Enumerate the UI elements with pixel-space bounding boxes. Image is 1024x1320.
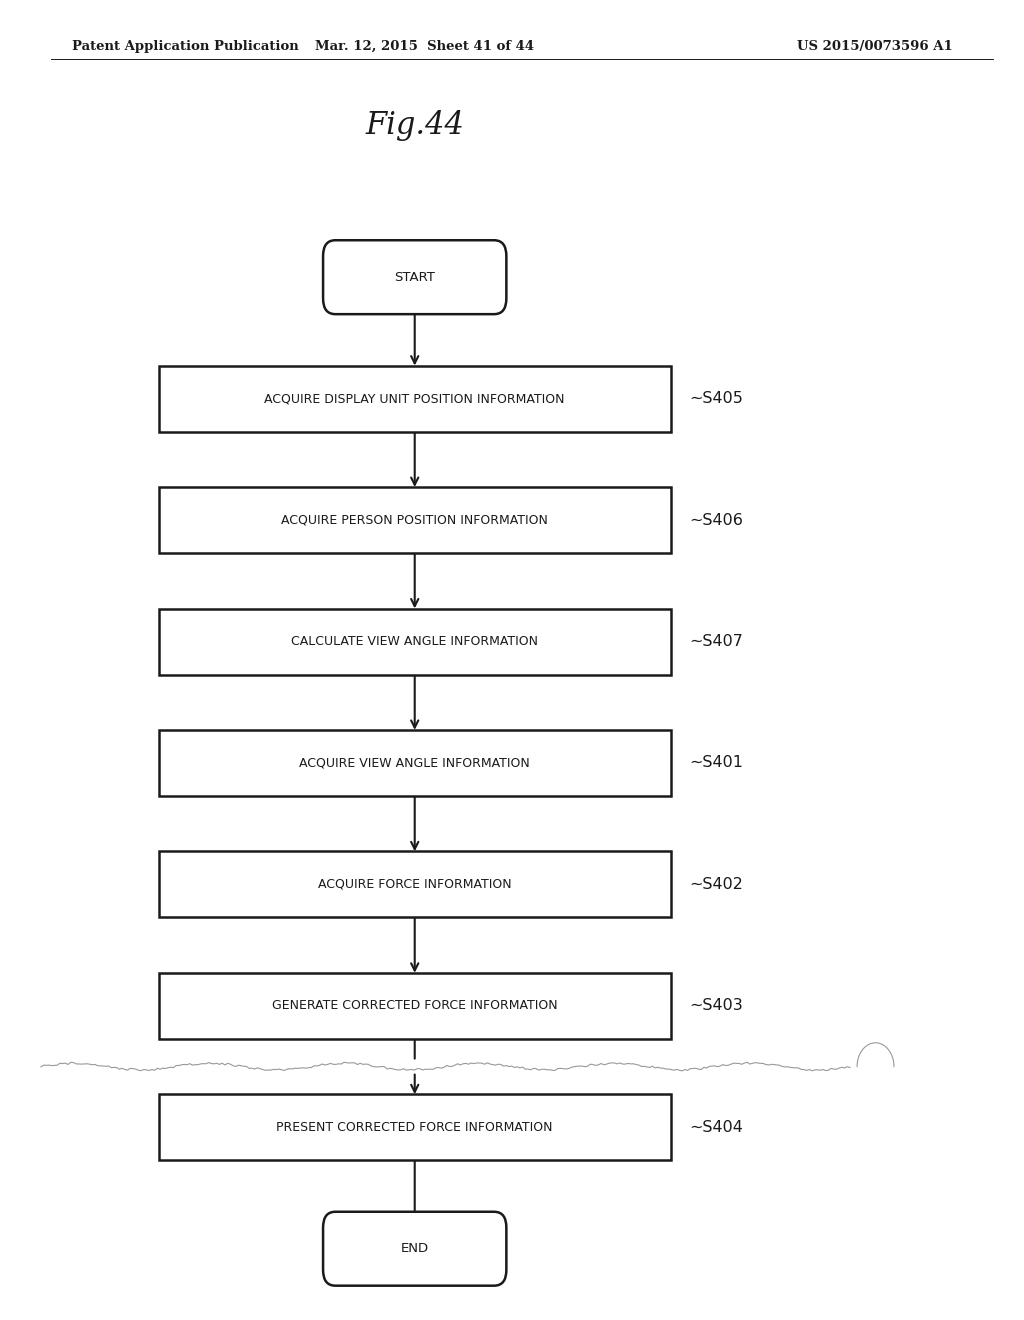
Text: START: START — [394, 271, 435, 284]
Text: US 2015/0073596 A1: US 2015/0073596 A1 — [797, 40, 952, 53]
Text: Fig.44: Fig.44 — [366, 110, 464, 141]
Bar — [159, 973, 671, 1039]
Text: Patent Application Publication: Patent Application Publication — [72, 40, 298, 53]
FancyBboxPatch shape — [324, 1212, 506, 1286]
Text: ∼S406: ∼S406 — [689, 512, 743, 528]
Text: Mar. 12, 2015  Sheet 41 of 44: Mar. 12, 2015 Sheet 41 of 44 — [315, 40, 535, 53]
Text: ∼S402: ∼S402 — [689, 876, 743, 892]
Text: PRESENT CORRECTED FORCE INFORMATION: PRESENT CORRECTED FORCE INFORMATION — [276, 1121, 553, 1134]
Text: ACQUIRE DISPLAY UNIT POSITION INFORMATION: ACQUIRE DISPLAY UNIT POSITION INFORMATIO… — [264, 392, 565, 405]
Text: ∼S404: ∼S404 — [689, 1119, 743, 1135]
Bar — [159, 851, 671, 917]
Bar — [159, 487, 671, 553]
Text: ∼S403: ∼S403 — [689, 998, 742, 1014]
Bar — [159, 1094, 671, 1160]
FancyBboxPatch shape — [324, 240, 506, 314]
Text: ∼S401: ∼S401 — [689, 755, 743, 771]
Bar — [159, 609, 671, 675]
Text: CALCULATE VIEW ANGLE INFORMATION: CALCULATE VIEW ANGLE INFORMATION — [291, 635, 539, 648]
Text: GENERATE CORRECTED FORCE INFORMATION: GENERATE CORRECTED FORCE INFORMATION — [272, 999, 557, 1012]
Bar — [159, 730, 671, 796]
Text: END: END — [400, 1242, 429, 1255]
Text: ∼S405: ∼S405 — [689, 391, 743, 407]
Bar — [159, 366, 671, 432]
Text: ACQUIRE PERSON POSITION INFORMATION: ACQUIRE PERSON POSITION INFORMATION — [282, 513, 548, 527]
Text: ∼S407: ∼S407 — [689, 634, 743, 649]
Text: ACQUIRE VIEW ANGLE INFORMATION: ACQUIRE VIEW ANGLE INFORMATION — [299, 756, 530, 770]
Text: ACQUIRE FORCE INFORMATION: ACQUIRE FORCE INFORMATION — [317, 878, 512, 891]
